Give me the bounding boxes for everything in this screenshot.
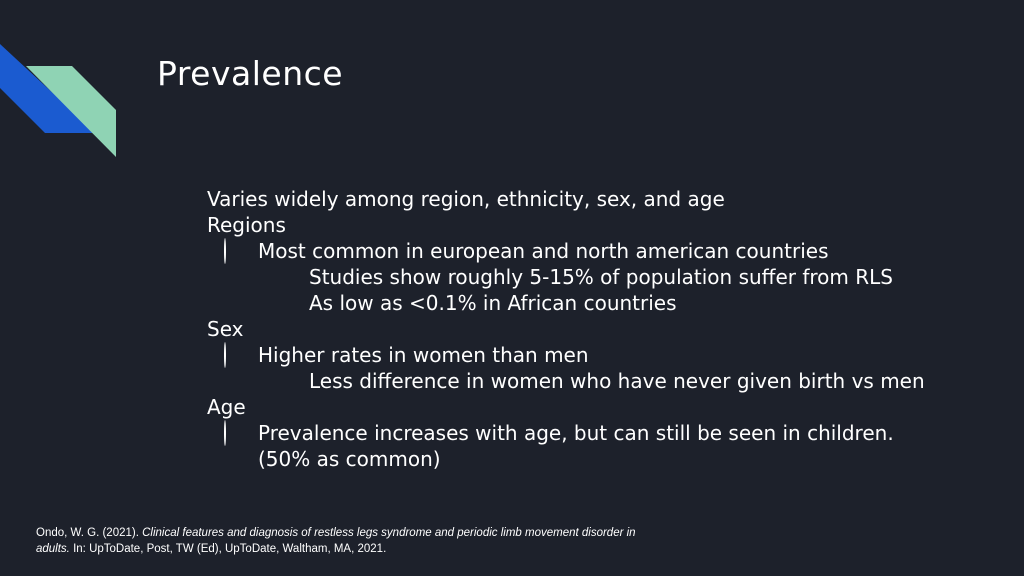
bullet-text: Regions (207, 213, 286, 237)
bullet-text: Higher rates in women than men (258, 343, 589, 367)
bullet-text: (50% as common) (258, 447, 441, 471)
bullet-text: Varies widely among region, ethnicity, s… (207, 187, 725, 211)
citation-source: In: UpToDate, Post, TW (Ed), UpToDate, W… (69, 543, 387, 555)
bullet-text: Most common in european and north americ… (258, 239, 829, 263)
bullet-item: Higher rates in women than men (224, 342, 589, 368)
bullet-text: Studies show roughly 5-15% of population… (309, 265, 893, 289)
decor-teal-stripe (26, 66, 116, 157)
bullet-text: Less difference in women who have never … (309, 369, 925, 393)
bullet-text: Prevalence increases with age, but can s… (258, 421, 894, 445)
bullet-ring-icon (224, 342, 226, 368)
citation-title: Clinical features and diagnosis of restl… (36, 527, 636, 555)
bullet-text: Age (207, 395, 246, 419)
bullet-ring-icon (224, 420, 226, 446)
bullet-text: Sex (207, 317, 244, 341)
citation: Ondo, W. G. (2021). Clinical features an… (36, 525, 656, 557)
bullet-text: As low as <0.1% in African countries (309, 291, 677, 315)
slide-title: Prevalence (157, 54, 344, 93)
bullet-item: Most common in european and north americ… (224, 238, 829, 264)
corner-decoration (0, 44, 116, 157)
bullet-item: Prevalence increases with age, but can s… (224, 420, 894, 446)
citation-authors: Ondo, W. G. (2021). (36, 527, 143, 539)
bullet-ring-icon (224, 238, 226, 264)
bullet-continuation: (50% as common) (258, 446, 441, 472)
